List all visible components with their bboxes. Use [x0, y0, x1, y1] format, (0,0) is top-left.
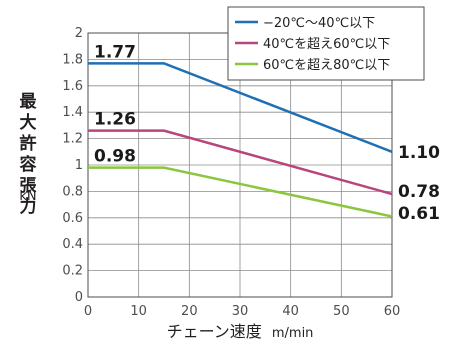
- y-tick-label: 1.2: [62, 132, 83, 147]
- x-axis-label: チェーン速度 m/min: [167, 322, 314, 341]
- legend-box: [227, 6, 425, 81]
- y-tick-label: 0.4: [62, 237, 83, 252]
- legend: −20℃〜40℃以下 40℃を超え60℃以下 60℃を超え80℃以下: [227, 6, 425, 81]
- y-tick-label: 1: [75, 158, 83, 173]
- series-line-3: [88, 166, 393, 218]
- y-tick-label: 1.8: [62, 52, 83, 67]
- legend-entry: 60℃を超え80℃以下: [263, 58, 390, 73]
- series-end-label: 1.10: [398, 143, 440, 163]
- x-tick-label: 50: [333, 304, 350, 319]
- x-axis-ticks: 0 10 20 30 40 50 60: [84, 304, 400, 319]
- x-tick-label: 10: [130, 304, 147, 319]
- legend-entry: 40℃を超え60℃以下: [263, 37, 390, 52]
- x-tick-label: 0: [84, 304, 92, 319]
- y-tick-label: 0: [75, 290, 83, 305]
- y-tick-label: 1.4: [62, 105, 83, 120]
- series-line-2: [88, 129, 393, 196]
- y-tick-label: 1.6: [62, 79, 83, 94]
- series-lines: [88, 62, 393, 218]
- series-end-label: 0.78: [398, 182, 440, 202]
- series-line-1: [88, 62, 393, 153]
- legend-entry: −20℃〜40℃以下: [263, 16, 375, 31]
- y-tick-label: 0.6: [62, 211, 83, 226]
- svg-text:チェーン速度 m/min: チェーン速度 m/min: [167, 322, 314, 341]
- x-tick-label: 20: [181, 304, 198, 319]
- data-labels: 1.77 1.10 1.26 0.78 0.98 0.61: [94, 42, 440, 224]
- y-axis-ticks: 0 0.2 0.4 0.6 0.8 1 1.2 1.4 1.6 1.8 2: [62, 26, 83, 305]
- y-tick-label: 0.8: [62, 184, 83, 199]
- series-start-label: 1.26: [94, 110, 136, 130]
- x-tick-label: 40: [282, 304, 299, 319]
- series-end-label: 0.61: [398, 204, 440, 224]
- x-axis-unit: m/min: [272, 326, 314, 341]
- y-axis-label: 最大許容張力 kN: [19, 92, 37, 217]
- y-tick-label: 2: [75, 26, 83, 41]
- y-axis-label-text: 最大許容張力: [20, 92, 38, 217]
- series-start-label: 1.77: [94, 42, 136, 62]
- y-tick-label: 0.2: [62, 264, 83, 279]
- series-start-label: 0.98: [94, 147, 136, 167]
- x-axis-label-text: チェーン速度: [167, 322, 262, 341]
- y-axis-unit: kN: [19, 189, 36, 204]
- x-tick-label: 30: [232, 304, 249, 319]
- x-tick-label: 60: [384, 304, 401, 319]
